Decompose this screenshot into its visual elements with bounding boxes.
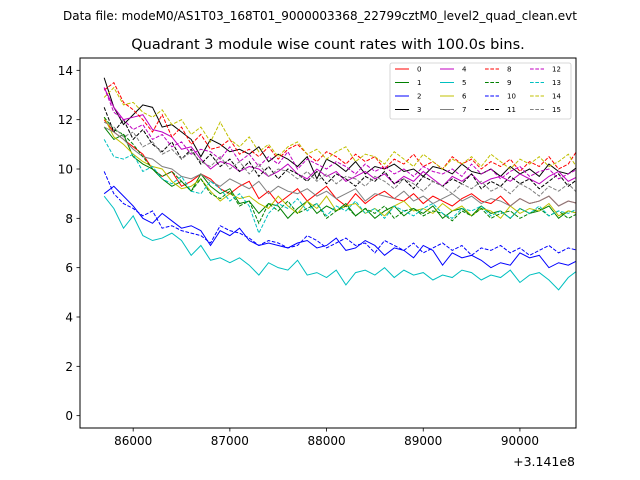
- y-tick-label: 14: [58, 64, 73, 78]
- series-line-9: [103, 116, 576, 225]
- plot-lines: [103, 77, 576, 291]
- legend-label-14: 14: [552, 93, 561, 101]
- y-tick-label: 12: [58, 113, 73, 127]
- x-tick-label: 87000: [211, 434, 249, 448]
- legend-label-0: 0: [417, 66, 421, 74]
- series-line-15: [103, 121, 576, 197]
- series-line-5: [103, 195, 576, 291]
- y-axis: 0 2 4 6 8 10 12 14: [58, 64, 80, 423]
- chart-title: Quadrant 3 module wise count rates with …: [131, 37, 525, 53]
- legend-label-7: 7: [462, 106, 466, 114]
- y-tick-label: 8: [65, 212, 73, 226]
- x-tick-label: 89000: [404, 434, 442, 448]
- series-line-2: [103, 185, 576, 269]
- series-line-7: [103, 126, 576, 207]
- series-line-13: [103, 139, 576, 235]
- legend-label-13: 13: [552, 79, 561, 87]
- legend-label-12: 12: [552, 66, 561, 74]
- legend-frame: [389, 62, 572, 120]
- x-tick-label: 90000: [501, 434, 539, 448]
- x-axis: 86000 87000 88000 89000 90000: [114, 428, 539, 448]
- x-tick-label: 86000: [114, 434, 152, 448]
- legend-label-10: 10: [507, 93, 516, 101]
- series-line-11: [103, 107, 576, 190]
- y-tick-label: 2: [65, 360, 73, 374]
- y-tick-label: 10: [58, 163, 73, 177]
- series-line-10: [103, 171, 576, 256]
- legend-label-9: 9: [507, 79, 511, 87]
- legend-label-8: 8: [507, 66, 511, 74]
- legend-label-1: 1: [417, 79, 421, 87]
- x-tick-label: 88000: [307, 434, 345, 448]
- series-line-14: [103, 86, 576, 170]
- series-line-12: [103, 87, 576, 180]
- legend-label-4: 4: [462, 66, 467, 74]
- series-line-4: [103, 87, 576, 187]
- legend-label-15: 15: [552, 106, 561, 114]
- legend-label-11: 11: [507, 106, 516, 114]
- legend-label-2: 2: [417, 93, 421, 101]
- legend-label-5: 5: [462, 79, 466, 87]
- y-tick-label: 6: [65, 261, 73, 275]
- y-tick-label: 4: [65, 311, 73, 325]
- legend-label-6: 6: [462, 93, 467, 101]
- axes-frame: [79, 57, 577, 429]
- y-tick-label: 0: [65, 409, 73, 423]
- legend-label-3: 3: [417, 106, 421, 114]
- figure-suptitle: Data file: modeM0/AS1T03_168T01_90000033…: [63, 9, 577, 23]
- x-axis-offset-label: +3.141e8: [513, 454, 575, 469]
